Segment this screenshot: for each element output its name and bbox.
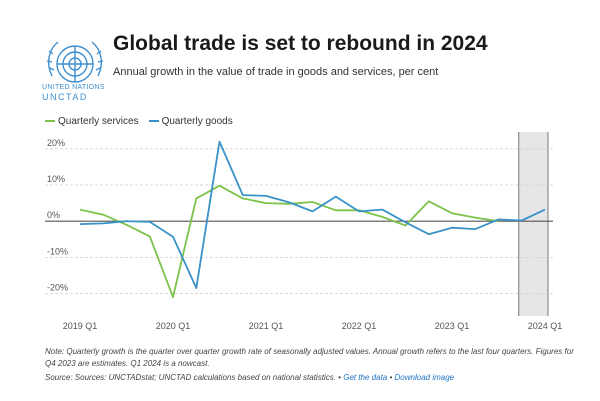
- header: UNITED NATIONS UNCTAD Global trade is se…: [0, 0, 600, 102]
- y-tick-label: 0%: [47, 210, 60, 220]
- chart-source: Source: Sources: UNCTADstat; UNCTAD calc…: [45, 373, 585, 382]
- source-text: Source: Sources: UNCTADstat; UNCTAD calc…: [45, 373, 336, 382]
- services-series-line: [79, 184, 499, 298]
- x-tick-label: 2022 Q1: [342, 321, 377, 331]
- forecast-shaded-region: [518, 132, 548, 316]
- un-emblem-logo: [46, 41, 104, 83]
- x-tick-label: 2023 Q1: [435, 321, 470, 331]
- logo-text-unctad: UNCTAD: [42, 92, 88, 102]
- line-chart: 20% 10% 0% -10% -20% 2019 Q1 2020 Q1 2021 Q1 202…: [45, 132, 563, 331]
- legend-label-services: Quarterly services: [58, 115, 139, 127]
- x-tick-label: 2020 Q1: [156, 321, 191, 331]
- x-tick-label: 2024 Q1: [528, 321, 563, 331]
- legend-item-goods[interactable]: Quarterly goods: [148, 115, 233, 127]
- legend-swatch-goods: [148, 120, 159, 122]
- x-tick-label: 2021 Q1: [249, 321, 284, 331]
- source-separator: •: [389, 373, 393, 382]
- logo-text-united-nations: UNITED NATIONS: [42, 84, 105, 91]
- get-the-data-link[interactable]: Get the data: [343, 373, 388, 382]
- chart-legend: Quarterly services Quarterly goods: [45, 113, 243, 129]
- chart-subtitle: Annual growth in the value of trade in g…: [113, 66, 439, 78]
- y-tick-label: 20%: [47, 138, 65, 148]
- y-tick-label: -10%: [47, 246, 68, 256]
- x-tick-label: 2019 Q1: [63, 321, 98, 331]
- legend-label-goods: Quarterly goods: [161, 115, 233, 127]
- goods-series-line: [79, 140, 546, 289]
- legend-swatch-services: [45, 120, 55, 122]
- legend-item-services[interactable]: Quarterly services: [45, 116, 139, 127]
- y-tick-label: 10%: [47, 174, 65, 184]
- download-image-link[interactable]: Download image: [394, 373, 455, 382]
- y-tick-label: -20%: [47, 283, 68, 293]
- chart-title: Global trade is set to rebound in 2024: [113, 32, 488, 55]
- source-separator: •: [338, 373, 341, 382]
- chart-note: Note: Quarterly growth is the quarter ov…: [45, 347, 574, 368]
